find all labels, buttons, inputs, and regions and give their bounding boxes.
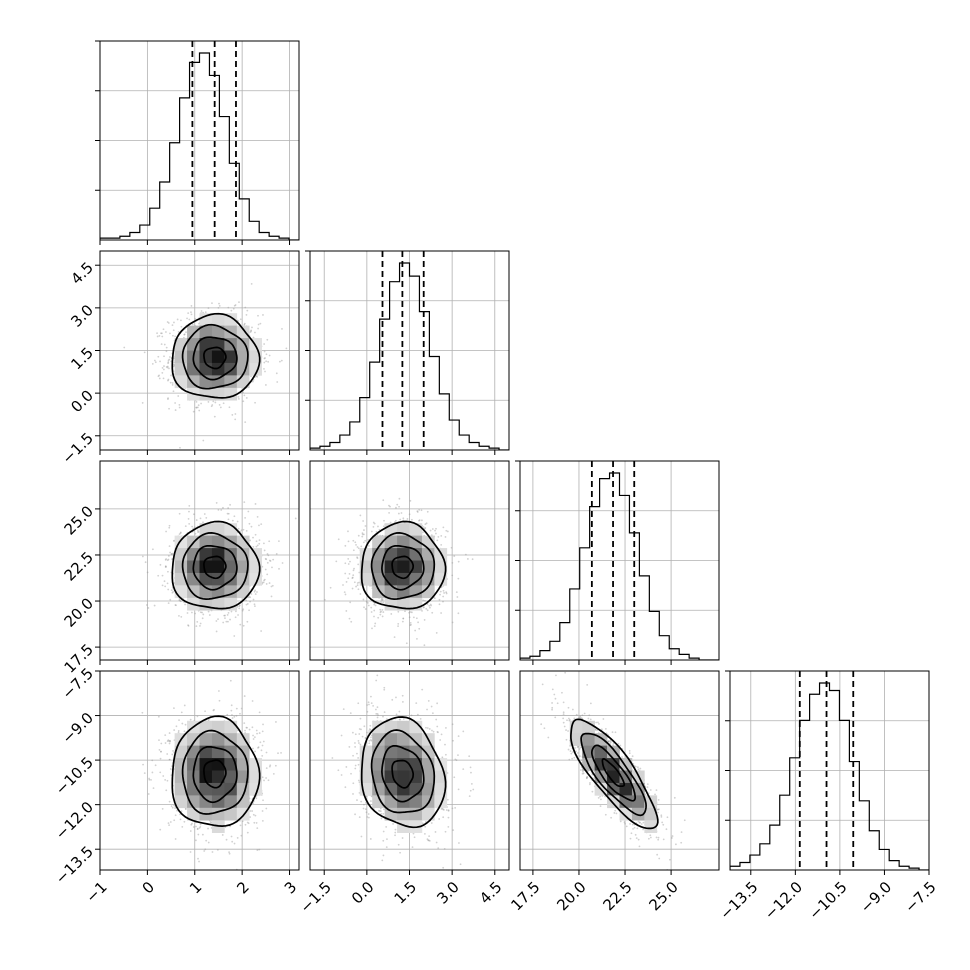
histogram-p0	[100, 52, 299, 240]
panel-0-0	[95, 40, 300, 245]
contour-level-1	[590, 744, 637, 802]
contour-level-3	[171, 715, 261, 827]
panel-frame	[519, 460, 720, 661]
contour-level-2	[181, 532, 249, 600]
panel-frame	[309, 250, 510, 451]
x-tick-label: −10.5	[805, 878, 850, 923]
x-tick-label: −12.0	[761, 878, 806, 923]
contour-level-1	[381, 744, 425, 803]
panel-frame	[99, 670, 300, 871]
y-tick-label: 25.0	[61, 502, 97, 538]
panel-3-1	[309, 670, 510, 875]
x-tick-label: 0	[139, 878, 158, 897]
panel-2-0	[95, 460, 300, 665]
contour-level-2	[580, 732, 647, 817]
x-tick-label: 25.0	[645, 878, 681, 914]
x-tick-label: −13.5	[716, 878, 761, 923]
panel-3-3	[725, 670, 930, 875]
panel-frame	[99, 250, 300, 451]
contours	[171, 312, 261, 399]
contour-level-1	[192, 544, 238, 591]
panel-frame	[99, 460, 300, 661]
contour-level-0	[391, 555, 415, 580]
panel-1-1	[305, 250, 510, 455]
contour-level-3	[171, 312, 261, 399]
x-tick-label: 2	[233, 878, 252, 897]
x-tick-label: 1	[186, 878, 205, 897]
y-tick-label: 3.0	[67, 301, 97, 331]
x-tick-label: 17.5	[507, 878, 543, 914]
contours	[570, 718, 659, 830]
contour-level-0	[391, 759, 415, 789]
y-tick-label: −12.0	[52, 798, 97, 843]
x-tick-label: −9.0	[857, 878, 895, 916]
contour-level-0	[203, 759, 227, 789]
contour-level-0	[601, 758, 626, 788]
panel-frame	[519, 670, 720, 871]
contour-level-1	[381, 544, 425, 591]
contour-level-3	[570, 718, 659, 830]
panel-frame	[309, 460, 510, 661]
contours	[360, 716, 447, 829]
y-tick-label: 4.5	[67, 258, 97, 288]
contour-level-1	[192, 336, 238, 381]
contour-level-2	[181, 729, 249, 815]
y-tick-label: −9.0	[59, 709, 97, 747]
panel-frame	[99, 40, 300, 241]
y-tick-label: 22.5	[61, 548, 97, 584]
x-tick-label: 0.0	[348, 878, 378, 908]
histogram-p3	[730, 682, 929, 870]
panel-3-2	[519, 670, 720, 875]
y-tick-label: −7.5	[59, 664, 97, 702]
contour-level-2	[181, 323, 249, 390]
panel-frame	[729, 670, 930, 871]
contour-level-0	[203, 346, 227, 370]
contour-level-1	[192, 745, 238, 804]
y-tick-label: −13.5	[52, 842, 97, 887]
x-tick-label: −1	[82, 878, 110, 906]
panel-2-2	[515, 460, 720, 665]
contours	[171, 715, 261, 827]
panel-2-1	[309, 460, 510, 665]
contour-level-2	[370, 729, 436, 814]
y-tick-label: −10.5	[52, 753, 97, 798]
x-tick-label: 1.5	[391, 878, 421, 908]
panel-1-0	[95, 250, 300, 455]
x-tick-label: 4.5	[476, 878, 506, 908]
x-tick-label: 22.5	[599, 878, 635, 914]
contour-level-3	[360, 520, 447, 610]
x-tick-label: −7.5	[901, 878, 939, 916]
x-tick-label: −1.5	[296, 878, 334, 916]
y-tick-label: 0.0	[67, 386, 97, 416]
x-tick-label: 3	[281, 878, 300, 897]
contour-level-0	[203, 555, 227, 580]
histogram-p1	[310, 262, 509, 450]
y-tick-label: 20.0	[61, 594, 97, 630]
density-cells	[569, 720, 658, 833]
contour-level-3	[360, 716, 447, 829]
contours	[360, 520, 447, 610]
contours	[171, 520, 261, 610]
histogram-p2	[520, 472, 719, 660]
panel-3-0	[95, 670, 300, 875]
contour-level-3	[171, 520, 261, 610]
contour-level-2	[370, 532, 436, 600]
y-tick-label: −1.5	[59, 429, 97, 467]
x-tick-label: 3.0	[433, 878, 463, 908]
y-tick-label: 1.5	[67, 344, 97, 374]
x-tick-label: 20.0	[553, 878, 589, 914]
panel-frame	[309, 670, 510, 871]
density-cells	[174, 720, 262, 833]
